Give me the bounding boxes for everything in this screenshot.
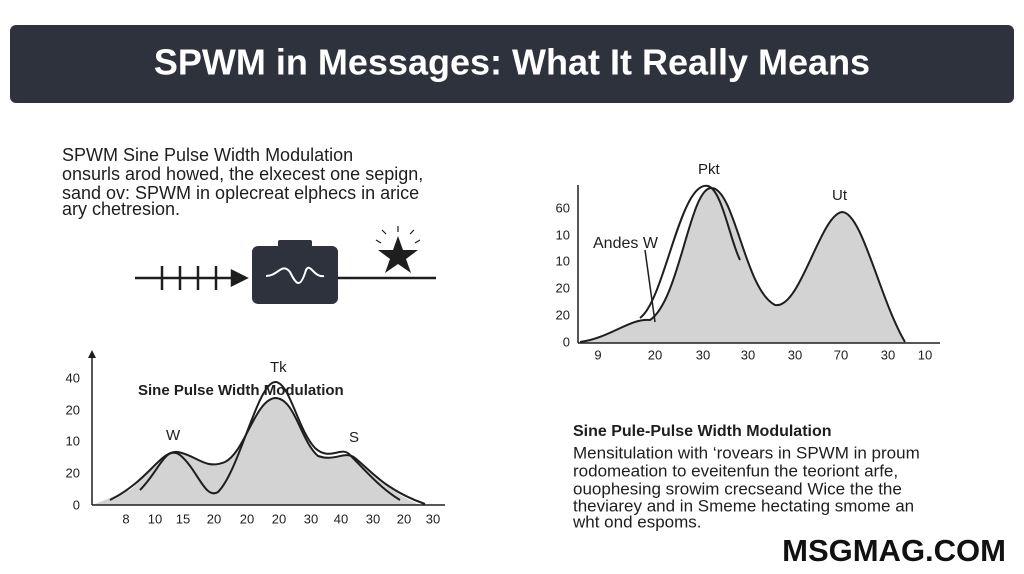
x-tick-label: 10 <box>918 347 932 362</box>
x-tick-label: 30 <box>426 511 440 526</box>
caption-line: wht ond espoms. <box>572 512 702 531</box>
x-tick-label: 8 <box>122 511 129 526</box>
y-tick-label: 10 <box>556 227 570 242</box>
curve <box>109 396 426 505</box>
intro-line: sand ov: SPWM in oplecreat elphecs in ar… <box>62 183 419 203</box>
y-tick-label: 20 <box>66 402 80 417</box>
x-tick-label: 30 <box>366 511 380 526</box>
curve <box>639 184 741 319</box>
x-tick-label: 9 <box>594 347 601 362</box>
y-tick-label: 10 <box>556 253 570 268</box>
x-tick-label: 20 <box>272 511 286 526</box>
caption-line: Mensitulation with ‘rovears in SPWM in p… <box>573 443 920 462</box>
caption: Sine Pule-Pulse Width Modulation Mensitu… <box>572 423 920 531</box>
y-tick-label: 40 <box>66 370 80 385</box>
peak-label: Andes W <box>593 235 659 252</box>
peak-label: S <box>349 429 359 446</box>
caption-title: Sine Pule-Pulse Width Modulation <box>573 423 832 440</box>
x-tick-label: 30 <box>741 347 755 362</box>
intro-line: ary chetresion. <box>62 199 180 219</box>
y-tick-label: 20 <box>556 280 570 295</box>
x-tick-label: 20 <box>207 511 221 526</box>
x-tick-label: 70 <box>834 347 848 362</box>
header-title: SPWM in Messages: What It Really Means <box>154 42 870 83</box>
x-tick-label: 40 <box>334 511 348 526</box>
brand: MSGMAG.COM <box>782 533 1006 568</box>
area <box>578 187 905 343</box>
header-bar <box>10 25 1014 103</box>
y-tick-label: 0 <box>73 497 80 512</box>
x-tick-label: 10 <box>148 511 162 526</box>
curve <box>579 186 906 343</box>
peak-label: Ut <box>832 187 848 204</box>
x-tick-label: 30 <box>696 347 710 362</box>
curve <box>139 380 401 501</box>
intro-line: SPWM Sine Pulse Width Modulation <box>62 145 353 165</box>
y-tick-label: 10 <box>66 433 80 448</box>
caption-line: rodomeation to eveitenfun the teoriont a… <box>573 461 898 480</box>
intro-line: onsurls arod howed, the elxecest one sep… <box>62 164 423 184</box>
peak-label: W <box>166 427 181 444</box>
chart-title: Sine Pulse Width Modulation <box>138 382 344 399</box>
x-tick-label: 30 <box>881 347 895 362</box>
area <box>92 398 420 505</box>
x-tick-label: 15 <box>176 511 190 526</box>
x-tick-label: 20 <box>240 511 254 526</box>
signal-diagram <box>135 226 436 304</box>
left-chart: Sine Pulse Width Modulation Tk W S 40 20 1… <box>66 350 445 526</box>
x-tick-label: 30 <box>304 511 318 526</box>
caption-line: ouophesing srowim crecseand Wice the the <box>573 479 902 498</box>
x-tick-label: 30 <box>788 347 802 362</box>
y-tick-label: 60 <box>556 200 570 215</box>
peak-label: Pkt <box>698 161 721 178</box>
caption-line: theviarey and in Smeme hectating smome a… <box>573 496 914 515</box>
right-chart: Pkt Ut Andes W 60 10 10 20 20 0 9 20 30 30 30 70 30 1… <box>556 161 940 362</box>
peak-label: Tk <box>270 359 287 376</box>
y-tick-label: 20 <box>66 465 80 480</box>
x-tick-label: 20 <box>648 347 662 362</box>
intro: SPWM Sine Pulse Width Modulation onsurls… <box>62 145 423 219</box>
y-tick-label: 20 <box>556 307 570 322</box>
y-tick-label: 0 <box>563 334 570 349</box>
x-tick-label: 20 <box>397 511 411 526</box>
